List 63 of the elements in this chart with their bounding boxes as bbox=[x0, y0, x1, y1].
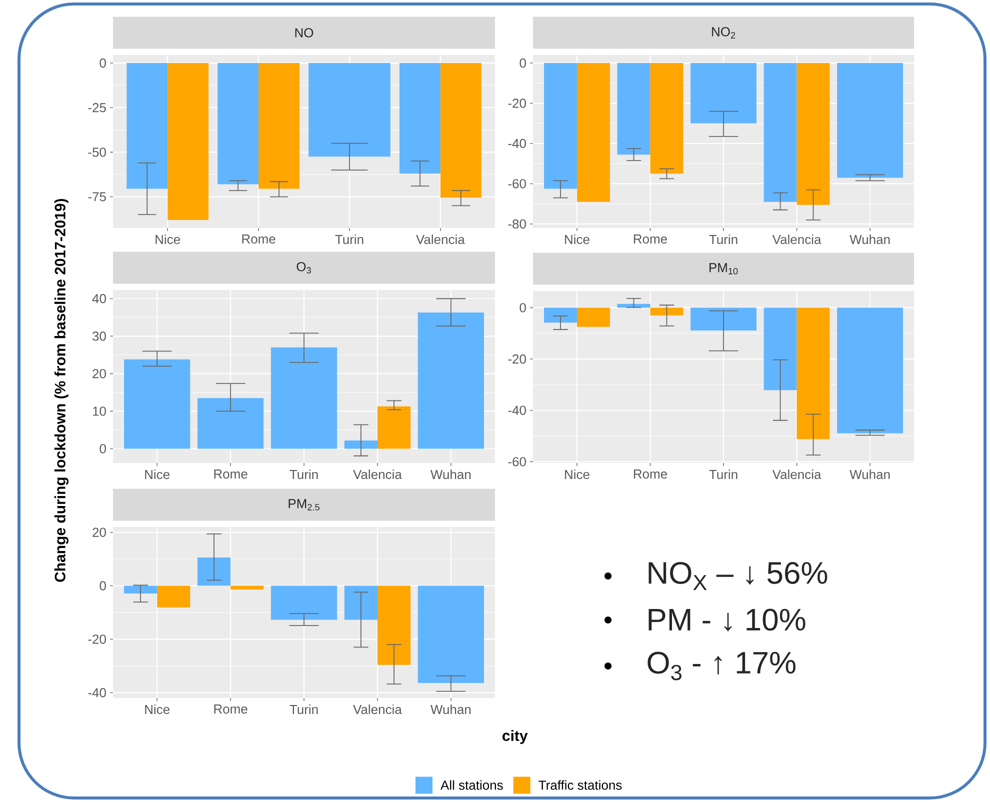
y-tick-label: -50 bbox=[88, 148, 106, 157]
x-tick-label: Wuhan bbox=[430, 704, 471, 714]
y-tick-label: 0 bbox=[100, 581, 106, 590]
y-tick-label: 0 bbox=[520, 303, 526, 312]
y-tick-label: -60 bbox=[508, 179, 526, 188]
y-tick-label: -25 bbox=[88, 103, 106, 112]
y-tick-label: 0 bbox=[520, 58, 526, 68]
x-tick-label: Valencia bbox=[772, 234, 822, 244]
y-tick-label: 0 bbox=[100, 58, 106, 68]
x-tick-label: Wuhan bbox=[850, 470, 890, 480]
x-tick-label: Valencia bbox=[772, 470, 822, 480]
x-axis-title: city bbox=[502, 730, 528, 744]
bar bbox=[270, 347, 338, 449]
y-tick-label: -20 bbox=[508, 98, 526, 108]
x-tick-label: Wuhan bbox=[430, 470, 471, 480]
y-tick-label: 20 bbox=[92, 369, 106, 378]
y-tick-label: 40 bbox=[92, 294, 106, 304]
x-tick-label: Rome bbox=[634, 234, 667, 244]
x-tick-label: Rome bbox=[214, 470, 248, 479]
x-tick-label: Valencia bbox=[416, 234, 465, 244]
x-tick-label: Valencia bbox=[353, 704, 402, 714]
bar bbox=[377, 406, 411, 449]
x-tick-label: Rome bbox=[242, 234, 276, 244]
y-axis-title: Change during lockdown (% from baseline 2017-2019) bbox=[54, 198, 68, 582]
y-tick-label: 10 bbox=[92, 406, 106, 416]
y-tick-label: -60 bbox=[508, 457, 526, 466]
chart-title: PM$_{2.5}$ bbox=[288, 499, 320, 510]
x-tick-label: Nice bbox=[156, 234, 180, 244]
y-tick-label: -40 bbox=[508, 406, 526, 415]
text: O$_{3}$ - ↑ 17% bbox=[648, 652, 796, 680]
x-tick-label: Turin bbox=[709, 470, 738, 480]
text: PM - ↓ 10% bbox=[648, 608, 806, 632]
x-tick-label: Turin bbox=[290, 704, 318, 714]
x-tick-label: Turin bbox=[290, 470, 318, 480]
x-tick-label: Nice bbox=[145, 704, 170, 714]
y-tick-label: 30 bbox=[92, 332, 106, 341]
x-tick-label: Turin bbox=[335, 234, 364, 244]
x-tick-label: Rome bbox=[634, 470, 667, 479]
y-tick-label: -80 bbox=[508, 219, 526, 229]
chart-title: O$_{3}$ bbox=[296, 262, 311, 274]
y-tick-label: -40 bbox=[508, 138, 526, 148]
x-tick-label: Nice bbox=[145, 470, 170, 480]
text: NO$_{X}$ – ↓ 56% bbox=[648, 562, 828, 590]
legend-label: All stations bbox=[440, 780, 503, 790]
x-tick-label: Nice bbox=[565, 470, 590, 480]
bar bbox=[124, 359, 190, 449]
y-tick-label: -20 bbox=[508, 354, 526, 364]
y-tick-label: -20 bbox=[88, 634, 106, 644]
x-tick-label: Turin bbox=[709, 234, 738, 244]
x-tick-label: Valencia bbox=[353, 470, 402, 480]
y-tick-label: -40 bbox=[88, 688, 106, 698]
chart-title: NO$_{2}$ bbox=[712, 27, 736, 38]
chart-title: NO bbox=[295, 28, 314, 38]
chart-title: PM$_{10}$ bbox=[710, 263, 738, 274]
x-tick-label: Nice bbox=[565, 234, 590, 244]
legend-label: Traffic stations bbox=[538, 780, 622, 790]
y-tick-label: 0 bbox=[100, 444, 106, 454]
bar bbox=[418, 312, 484, 449]
x-tick-label: Rome bbox=[214, 704, 248, 714]
x-tick-label: Wuhan bbox=[850, 234, 890, 244]
y-tick-label: -75 bbox=[88, 192, 106, 202]
bar bbox=[197, 398, 264, 449]
y-tick-label: 20 bbox=[92, 528, 106, 537]
